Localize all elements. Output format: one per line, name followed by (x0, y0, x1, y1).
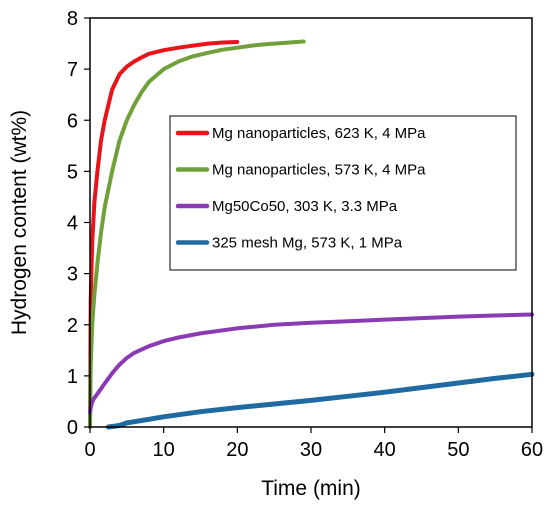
legend-label: 325 mesh Mg, 573 K, 1 MPa (212, 235, 403, 252)
y-tick-label: 2 (67, 315, 78, 337)
y-tick-label: 5 (67, 161, 78, 183)
y-tick-label: 8 (67, 8, 78, 30)
legend-label: Mg nanoparticles, 573 K, 4 MPa (212, 162, 426, 179)
series-line (105, 371, 535, 430)
legend-label: Mg50Co50, 303 K, 3.3 MPa (212, 198, 398, 215)
y-tick-label: 6 (67, 110, 78, 132)
y-tick-label: 7 (67, 59, 78, 81)
y-tick-label: 3 (67, 264, 78, 286)
axis-ticks: 0 10 20 30 40 50 60 0 1 2 3 4 5 6 7 8 (67, 8, 543, 461)
x-tick-label: 10 (153, 439, 175, 461)
x-tick-label: 60 (521, 439, 543, 461)
legend: Mg nanoparticles, 623 K, 4 MPa Mg nanopar… (169, 115, 517, 271)
series-line (88, 40, 240, 429)
y-tick-label: 0 (67, 417, 78, 439)
series-layer (88, 39, 535, 430)
y-tick-label: 4 (67, 213, 78, 235)
x-axis-title: Time (min) (261, 477, 361, 500)
y-axis-title: Hydrogen content (wt%) (8, 110, 31, 335)
legend-label: Mg nanoparticles, 623 K, 4 MPa (212, 125, 426, 142)
series-line (88, 312, 534, 414)
series-line (88, 39, 306, 429)
x-tick-label: 40 (374, 439, 396, 461)
x-tick-label: 20 (226, 439, 248, 461)
x-tick-label: 30 (300, 439, 322, 461)
x-tick-label: 50 (447, 439, 469, 461)
x-tick-label: 0 (84, 439, 95, 461)
y-tick-label: 1 (67, 366, 78, 388)
legend-box (169, 115, 517, 271)
